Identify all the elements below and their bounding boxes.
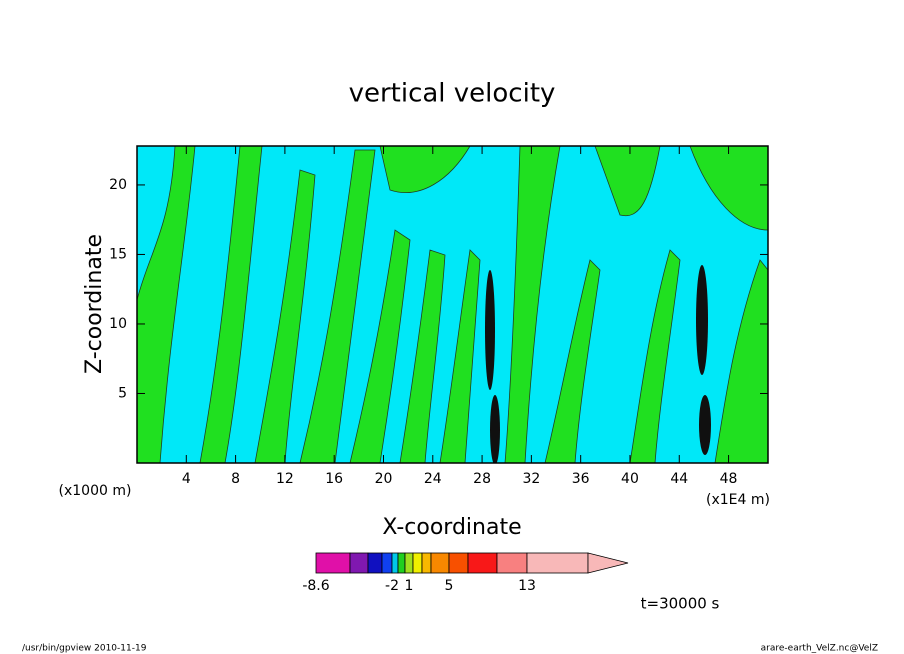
- colorbar-swatch: [391, 552, 399, 574]
- colorbar-swatch: [421, 552, 432, 574]
- colorbar-swatch: [526, 552, 589, 574]
- colorbar-tick-label: 1: [405, 578, 414, 594]
- x-scale-note: (x1E4 m): [706, 492, 770, 508]
- y-tick-label: 20: [109, 177, 127, 193]
- colorbar-swatch: [448, 552, 469, 574]
- x-tick-label: 28: [473, 471, 491, 487]
- x-tick-label: 44: [670, 471, 688, 487]
- footer-right: arare-earth_VelZ.nc@VelZ: [761, 644, 878, 654]
- colorbar-swatch: [315, 552, 351, 574]
- colorbar-swatch: [367, 552, 383, 574]
- colorbar-swatch: [349, 552, 369, 574]
- colorbar-tick-label: 5: [445, 578, 454, 594]
- footer-left: /usr/bin/gpview 2010-11-19: [22, 644, 147, 654]
- x-tick-label: 32: [522, 471, 540, 487]
- colorbar-swatch: [430, 552, 450, 574]
- colorbar-swatch: [496, 552, 528, 574]
- colorbar-extend: [587, 552, 629, 574]
- y-tick-label: 15: [109, 246, 127, 262]
- colorbar-swatch: [412, 552, 423, 574]
- x-tick-label: 48: [720, 471, 738, 487]
- y-axis-label: Z-coordinate: [82, 234, 107, 374]
- colorbar-tick-label: -2: [385, 578, 399, 594]
- colorbar-tick-label: -8.6: [302, 578, 329, 594]
- colorbar-swatch: [404, 552, 414, 574]
- contour-field: [137, 146, 768, 463]
- x-tick-label: 24: [424, 471, 442, 487]
- x-tick-label: 36: [572, 471, 590, 487]
- colorbar-tick-label: 13: [518, 578, 536, 594]
- y-tick-label: 5: [118, 385, 127, 401]
- colorbar-swatch: [467, 552, 498, 574]
- time-label: t=30000 s: [641, 595, 720, 613]
- x-tick-label: 40: [621, 471, 639, 487]
- x-axis-label: X-coordinate: [382, 515, 521, 540]
- chart-title: vertical velocity: [349, 79, 556, 109]
- x-tick-label: 20: [375, 471, 393, 487]
- x-unit: (x1000 m): [59, 483, 132, 499]
- x-tick-label: 8: [231, 471, 240, 487]
- x-tick-label: 12: [276, 471, 294, 487]
- x-tick-label: 16: [325, 471, 343, 487]
- x-tick-label: 4: [182, 471, 191, 487]
- colorbar-swatch: [397, 552, 406, 574]
- y-tick-label: 10: [109, 316, 127, 332]
- colorbar-swatch: [381, 552, 393, 574]
